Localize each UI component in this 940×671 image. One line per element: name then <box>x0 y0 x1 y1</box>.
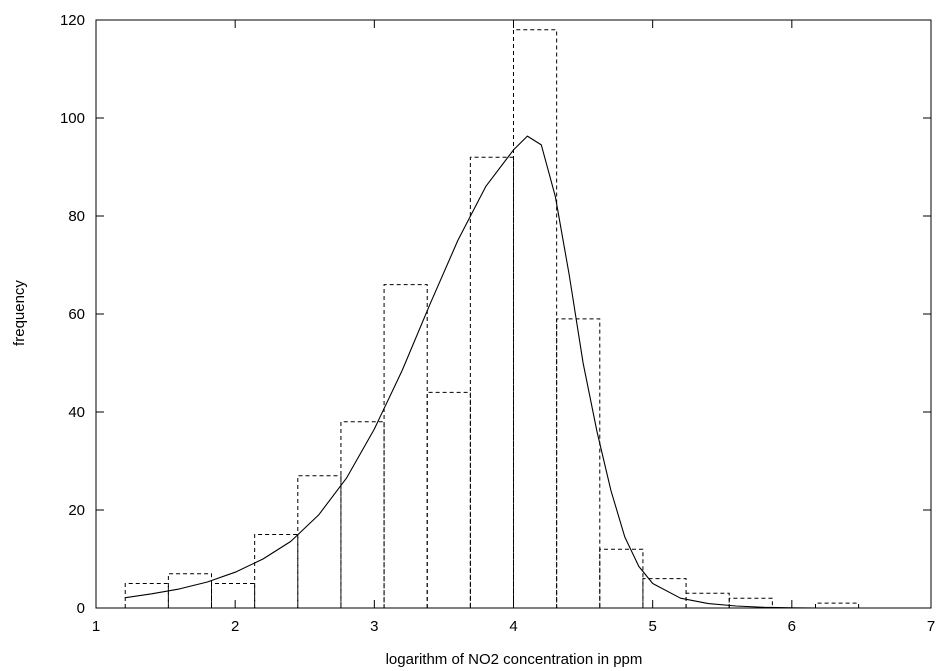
y-axis-ticks: 0 20 40 60 80 100 120 <box>60 12 931 617</box>
histogram-bar <box>642 578 687 608</box>
histogram-bar <box>211 583 256 608</box>
x-tick-label: 2 <box>231 618 239 635</box>
histogram-bar <box>297 475 342 608</box>
x-tick-label: 1 <box>92 618 100 635</box>
histogram-bars <box>124 29 860 608</box>
histogram-bar <box>426 391 471 608</box>
y-tick-label: 20 <box>68 502 85 519</box>
y-tick-label: 80 <box>68 208 85 225</box>
histogram-bar <box>728 597 773 608</box>
x-tick-label: 7 <box>927 618 935 635</box>
histogram-bar <box>814 602 860 608</box>
x-tick-label: 6 <box>788 618 796 635</box>
fitted-curve-group <box>125 135 931 609</box>
histogram-bar <box>167 573 213 608</box>
y-tick-label: 120 <box>60 12 85 29</box>
y-tick-label: 100 <box>60 110 85 127</box>
histogram-bar <box>383 284 428 608</box>
histogram-bar <box>599 548 644 608</box>
x-tick-label: 3 <box>370 618 378 635</box>
histogram-bar <box>556 318 601 608</box>
y-tick-label: 0 <box>77 600 85 617</box>
histogram-bar <box>254 534 299 608</box>
y-axis-label: frequency <box>11 280 28 346</box>
histogram-bar <box>513 29 558 608</box>
fitted-curve-line <box>125 135 931 609</box>
x-tick-label: 4 <box>509 618 517 635</box>
x-axis-ticks: 1 2 3 4 5 6 7 <box>92 20 935 635</box>
histogram-bar <box>469 156 514 608</box>
y-tick-label: 40 <box>68 404 85 421</box>
x-tick-label: 5 <box>648 618 656 635</box>
histogram-bar <box>124 583 169 608</box>
y-tick-label: 60 <box>68 306 85 323</box>
x-axis-label: logarithm of NO2 concentration in ppm <box>386 651 643 668</box>
